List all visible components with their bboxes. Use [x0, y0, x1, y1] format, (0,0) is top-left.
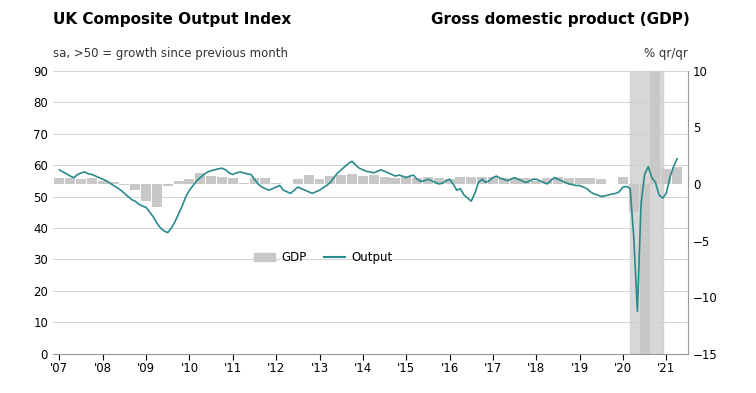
Bar [455, 177, 466, 184]
Bar [618, 177, 628, 184]
Bar [650, 3, 661, 184]
Bar [640, 184, 649, 393]
Text: % qr/qr: % qr/qr [644, 47, 688, 60]
Bar [152, 184, 162, 207]
Text: UK Composite Output Index: UK Composite Output Index [53, 12, 291, 27]
Bar [510, 178, 519, 184]
Bar [304, 175, 314, 184]
Bar [54, 178, 64, 184]
Bar [249, 178, 259, 184]
Bar [445, 179, 454, 184]
Bar [477, 177, 487, 184]
Bar [412, 178, 422, 184]
Bar [163, 184, 173, 186]
Bar [141, 184, 151, 201]
Legend: GDP, Output: GDP, Output [249, 246, 398, 268]
Bar [390, 178, 401, 184]
Bar [434, 178, 444, 184]
Bar [423, 177, 433, 184]
Bar [596, 179, 606, 184]
Bar [271, 183, 281, 184]
Bar [564, 178, 574, 184]
Bar [629, 184, 639, 212]
Bar [195, 173, 206, 184]
Bar [520, 178, 531, 184]
Bar [76, 179, 86, 184]
Bar [531, 180, 541, 184]
Bar [499, 178, 509, 184]
Bar [98, 180, 108, 184]
Text: sa, >50 = growth since previous month: sa, >50 = growth since previous month [53, 47, 288, 60]
Bar [217, 177, 227, 184]
Bar [336, 175, 346, 184]
Bar [358, 176, 368, 184]
Bar [585, 178, 596, 184]
Bar [575, 178, 584, 184]
Bar [314, 179, 324, 184]
Bar [662, 169, 671, 184]
Bar [174, 180, 184, 184]
Bar [542, 178, 552, 184]
Bar [380, 177, 389, 184]
Text: Gross domestic product (GDP): Gross domestic product (GDP) [431, 12, 689, 27]
Bar [466, 177, 476, 184]
Bar [206, 176, 216, 184]
Bar [401, 176, 411, 184]
Bar [228, 178, 238, 184]
Bar [239, 183, 249, 184]
Bar [130, 184, 141, 189]
Bar [553, 177, 563, 184]
Bar [293, 179, 303, 184]
Bar [184, 179, 194, 184]
Bar [369, 175, 379, 184]
Bar [87, 178, 97, 184]
Bar [347, 174, 357, 184]
Bar [488, 177, 498, 184]
Bar [631, 71, 663, 354]
Bar [119, 184, 129, 185]
Bar [672, 167, 682, 184]
Bar [65, 178, 76, 184]
Bar [325, 176, 336, 184]
Bar [109, 182, 119, 184]
Bar [260, 178, 271, 184]
